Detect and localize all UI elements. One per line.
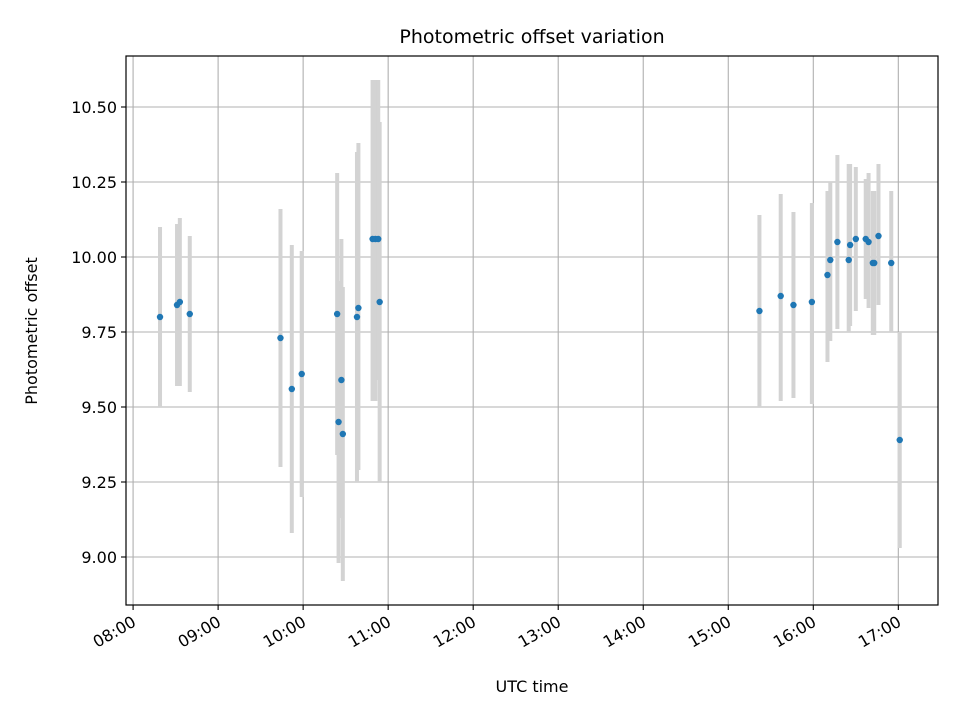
chart-title: Photometric offset variation — [399, 26, 664, 48]
data-point — [375, 235, 382, 243]
y-tick-label: 10.00 — [71, 248, 117, 267]
data-points — [156, 232, 903, 444]
data-point — [865, 238, 872, 246]
data-point — [376, 298, 383, 306]
data-point — [871, 259, 878, 267]
data-point — [335, 418, 342, 426]
grid-lines — [126, 56, 938, 605]
data-point — [333, 310, 341, 318]
data-point — [338, 376, 345, 384]
data-point — [896, 436, 903, 444]
data-point — [808, 298, 816, 306]
data-point — [756, 307, 763, 315]
data-point — [277, 334, 284, 342]
y-tick-label: 9.75 — [81, 323, 117, 342]
data-point — [875, 232, 882, 240]
x-axis-label: UTC time — [496, 677, 569, 696]
data-point — [355, 304, 362, 312]
data-point — [852, 235, 860, 243]
plot-frame — [125, 55, 939, 606]
y-tick-label: 10.25 — [71, 173, 117, 192]
data-point — [846, 241, 854, 249]
data-point — [834, 238, 841, 246]
data-point — [790, 301, 797, 309]
data-point — [186, 310, 193, 318]
data-point — [777, 292, 784, 300]
data-point — [888, 259, 895, 267]
y-tick-label: 9.50 — [81, 398, 117, 417]
data-point — [827, 256, 834, 264]
data-point — [339, 430, 347, 438]
data-point — [353, 313, 361, 321]
data-point — [824, 271, 831, 279]
y-axis-ticks: 9.00 9.25 9.50 9.75 10.00 10.25 10.50 — [71, 98, 126, 567]
data-point — [298, 370, 305, 378]
y-tick-label: 10.50 — [71, 98, 117, 117]
y-axis-label: Photometric offset — [22, 257, 41, 405]
y-tick-label: 9.00 — [81, 548, 117, 567]
data-point — [288, 385, 296, 393]
y-tick-label: 9.25 — [81, 473, 117, 492]
data-point — [845, 256, 852, 264]
data-point — [156, 313, 164, 321]
data-point — [176, 298, 184, 306]
